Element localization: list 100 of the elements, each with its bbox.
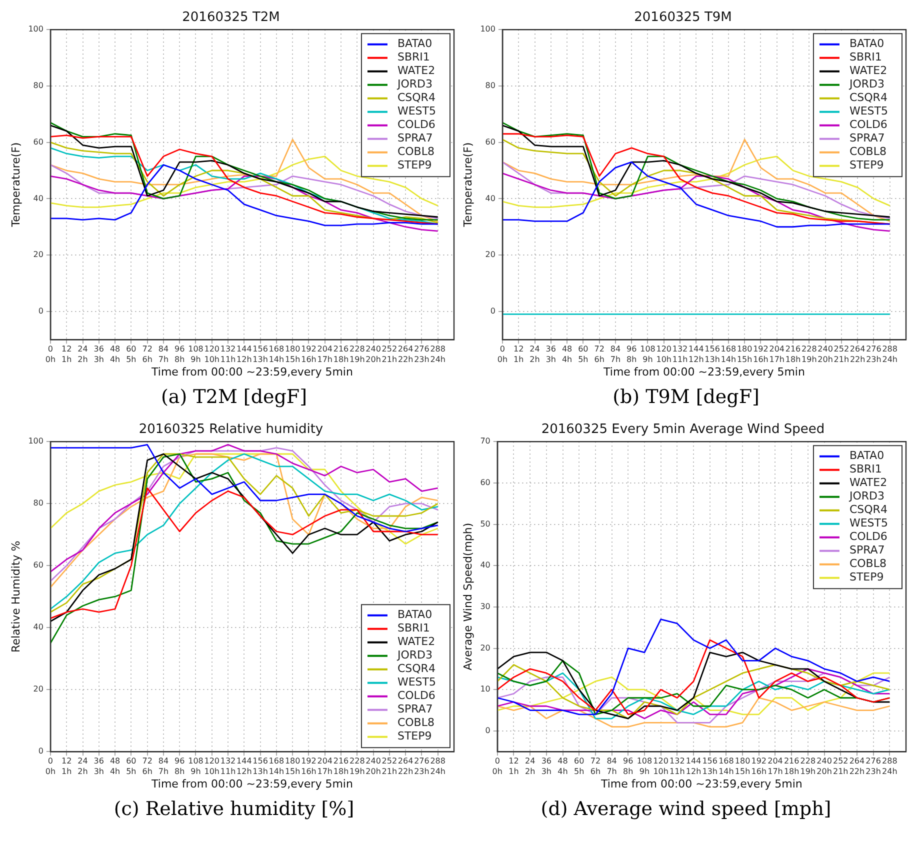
x2-tick-label: 3h bbox=[541, 767, 552, 776]
x2-tick-label: 12h bbox=[686, 767, 702, 776]
x-tick-label: 72 bbox=[142, 756, 152, 766]
x-tick-label: 192 bbox=[753, 344, 768, 354]
legend-label: BATA0 bbox=[849, 449, 884, 462]
x2-tick-label: 16h bbox=[751, 767, 767, 776]
x2-tick-label: 1h bbox=[62, 355, 72, 364]
x-axis-title: Time from 00:00 ~23:59,every 5min bbox=[600, 777, 802, 790]
text: (c) Relative humidity [%] bbox=[112, 797, 356, 822]
x2-tick-label: 14h bbox=[268, 767, 284, 776]
x2-tick-label: 20h bbox=[366, 767, 381, 776]
x-tick-label: 192 bbox=[301, 756, 316, 766]
x2-tick-label: 9h bbox=[642, 355, 653, 364]
x2-tick-label: 21h bbox=[382, 355, 398, 364]
x2-tick-label: 15h bbox=[284, 355, 300, 364]
x2-tick-label: 8h bbox=[174, 355, 185, 364]
legend-label: CSQR4 bbox=[849, 91, 888, 104]
x2-tick-label: 8h bbox=[623, 767, 634, 776]
y-tick-label: 60 bbox=[480, 478, 490, 488]
x-tick-label: 252 bbox=[832, 756, 848, 766]
y-tick-label: 80 bbox=[33, 498, 44, 508]
legend-label: STEP9 bbox=[849, 158, 884, 172]
x-tick-label: 108 bbox=[636, 756, 652, 766]
x2-tick-label: 3h bbox=[546, 355, 556, 364]
x-tick-label: 228 bbox=[802, 344, 817, 354]
x2-tick-label: 24h bbox=[882, 355, 898, 364]
x2-tick-label: 1h bbox=[508, 767, 519, 776]
y-tick-label: 100 bbox=[28, 24, 44, 34]
x2-tick-label: 24h bbox=[430, 767, 446, 776]
x2-tick-label: 2h bbox=[78, 767, 88, 776]
x-tick-label: 24 bbox=[524, 756, 536, 766]
x2-tick-label: 16h bbox=[301, 767, 316, 776]
y-tick-label: 40 bbox=[480, 560, 490, 570]
x-tick-label: 252 bbox=[834, 344, 850, 354]
x-tick-label: 12 bbox=[514, 344, 524, 354]
x-tick-label: 192 bbox=[301, 344, 316, 354]
legend-label: WATE2 bbox=[397, 635, 436, 648]
x2-tick-label: 6h bbox=[142, 767, 152, 776]
x2-tick-label: 2h bbox=[530, 355, 540, 364]
x2-tick-label: 22h bbox=[850, 355, 866, 364]
x-axis-title: Time from 00:00 ~23:59,every 5min bbox=[150, 777, 353, 790]
x2-tick-label: 6h bbox=[590, 767, 601, 776]
x2-tick-label: 10h bbox=[656, 355, 672, 364]
y-tick-label: 30 bbox=[480, 602, 490, 612]
x-tick-label: 252 bbox=[382, 344, 398, 354]
x2-tick-label: 14h bbox=[718, 767, 734, 776]
x-tick-label: 96 bbox=[174, 344, 185, 354]
x-tick-label: 120 bbox=[653, 756, 668, 766]
x-tick-label: 252 bbox=[382, 756, 398, 766]
x-tick-label: 240 bbox=[366, 756, 381, 766]
legend-label: WEST5 bbox=[397, 676, 436, 689]
x2-tick-label: 14h bbox=[720, 355, 736, 364]
x-tick-label: 180 bbox=[736, 344, 752, 354]
x-tick-label: 72 bbox=[142, 344, 152, 354]
x2-tick-label: 5h bbox=[126, 767, 136, 776]
x-tick-label: 156 bbox=[252, 344, 268, 354]
x2-tick-label: 23h bbox=[414, 355, 430, 364]
x-tick-label: 96 bbox=[174, 756, 185, 766]
x-tick-label: 12 bbox=[62, 756, 72, 766]
legend-label: COLD6 bbox=[849, 118, 888, 132]
x2-tick-label: 6h bbox=[142, 355, 152, 364]
x2-tick-label: 5h bbox=[578, 355, 588, 364]
x2-tick-label: 4h bbox=[110, 767, 120, 776]
legend-label: SPRA7 bbox=[397, 132, 433, 145]
legend-label: CSQR4 bbox=[849, 503, 888, 516]
x-axis-title: Time from 00:00 ~23:59,every 5min bbox=[602, 365, 805, 378]
y-tick-label: 60 bbox=[33, 560, 44, 570]
y-tick-label: 0 bbox=[490, 306, 496, 316]
x2-tick-label: 18h bbox=[784, 767, 800, 776]
x2-tick-label: 13h bbox=[252, 767, 268, 776]
x2-tick-label: 20h bbox=[816, 767, 832, 776]
x-tick-label: 132 bbox=[670, 756, 685, 766]
x-tick-label: 144 bbox=[686, 756, 702, 766]
y-tick-label: 0 bbox=[485, 726, 490, 736]
x2-tick-label: 5h bbox=[126, 355, 136, 364]
legend-label: SBRI1 bbox=[397, 50, 430, 64]
x-tick-label: 36 bbox=[541, 756, 552, 766]
legend-label: SBRI1 bbox=[849, 50, 882, 64]
x-tick-label: 288 bbox=[882, 344, 898, 354]
y-tick-label: 60 bbox=[485, 137, 496, 146]
x-tick-label: 24 bbox=[78, 756, 88, 766]
x2-tick-label: 9h bbox=[190, 355, 201, 364]
x-tick-label: 132 bbox=[220, 344, 236, 354]
x-tick-label: 180 bbox=[284, 344, 300, 354]
x2-tick-label: 10h bbox=[204, 355, 220, 364]
y-tick-label: 80 bbox=[485, 81, 496, 90]
x2-tick-label: 12h bbox=[236, 355, 252, 364]
x2-tick-label: 24h bbox=[882, 767, 898, 776]
legend-label: WATE2 bbox=[397, 64, 436, 78]
x-tick-label: 72 bbox=[590, 756, 601, 766]
text: (a) T2M [degF] bbox=[160, 385, 308, 410]
x-tick-label: 228 bbox=[350, 344, 365, 354]
x-tick-label: 276 bbox=[866, 756, 881, 766]
legend-label: CSQR4 bbox=[397, 662, 436, 676]
x-tick-label: 240 bbox=[816, 756, 832, 766]
legend-label: STEP9 bbox=[849, 570, 884, 584]
x-tick-label: 168 bbox=[268, 756, 284, 766]
x2-tick-label: 2h bbox=[524, 767, 536, 776]
x-tick-label: 12 bbox=[508, 756, 519, 766]
y-tick-label: 40 bbox=[33, 622, 44, 632]
